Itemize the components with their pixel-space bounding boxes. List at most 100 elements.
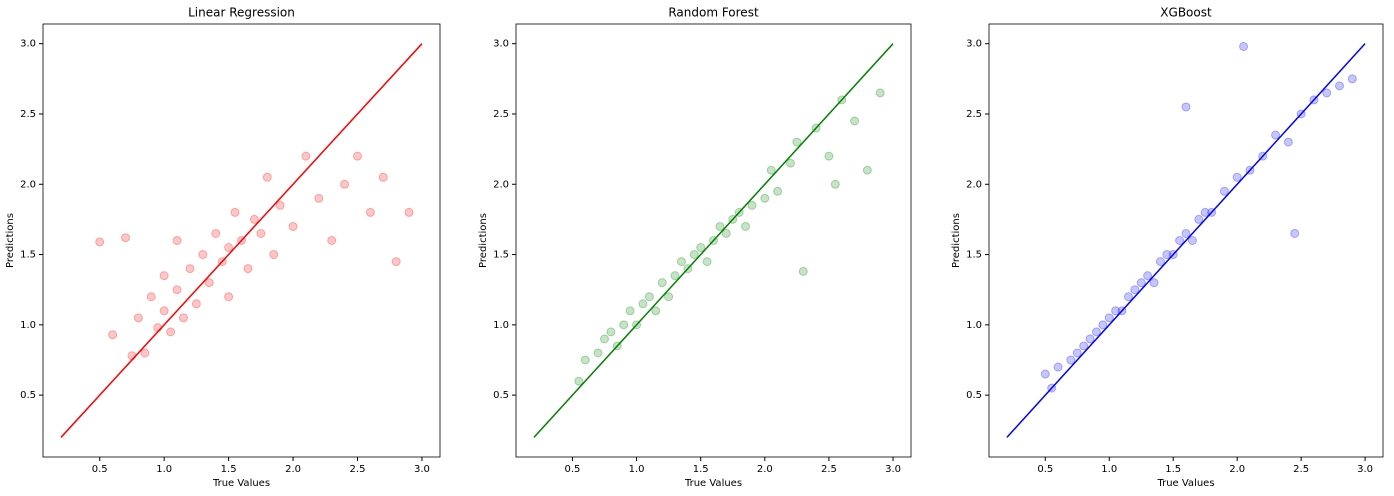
point — [1335, 81, 1345, 91]
x-axis-label: True Values — [684, 478, 742, 489]
point — [1143, 271, 1153, 281]
point — [747, 200, 757, 210]
point — [1149, 278, 1159, 288]
point — [327, 236, 337, 245]
point — [1271, 130, 1281, 140]
x-tick-label: 2.5 — [350, 464, 366, 475]
point — [741, 221, 751, 231]
point — [1053, 362, 1063, 372]
point — [256, 228, 266, 238]
point — [404, 207, 414, 217]
point — [580, 355, 590, 365]
x-tick-label: 2.5 — [1293, 464, 1309, 475]
point — [850, 116, 860, 126]
y-tick-label: 1.5 — [493, 250, 509, 261]
point — [599, 334, 609, 344]
point — [696, 243, 706, 253]
subplot: Random Forest 0.5 1.0 1.5 2.0 2.5 3.0 0.5 1.0 1.5… — [478, 6, 912, 489]
point — [340, 179, 350, 189]
y-axis-label: Predictions — [5, 213, 16, 268]
point — [1283, 137, 1293, 147]
x-tick-label: 2.0 — [285, 464, 301, 475]
point — [1219, 186, 1229, 196]
point — [159, 306, 169, 316]
point — [365, 207, 375, 217]
x-tick-label: 2.0 — [1229, 464, 1245, 475]
point — [689, 250, 699, 260]
point — [773, 186, 783, 196]
point — [606, 327, 616, 337]
point — [1239, 41, 1249, 51]
y-tick-label: 0.5 — [20, 390, 36, 401]
x-tick-label: 0.5 — [564, 464, 580, 475]
point — [140, 348, 150, 358]
point — [830, 179, 840, 189]
point — [1194, 214, 1204, 224]
point — [593, 348, 603, 358]
point — [243, 264, 253, 274]
point — [862, 165, 872, 175]
point — [314, 193, 324, 203]
point — [664, 292, 674, 302]
subplot-title: Random Forest — [668, 6, 759, 20]
x-tick-label: 3.0 — [1357, 464, 1373, 475]
x-tick-label: 1.5 — [1165, 464, 1181, 475]
y-tick-label: 3.0 — [966, 39, 982, 50]
y-tick-label: 0.5 — [493, 390, 509, 401]
point — [1136, 278, 1146, 288]
point — [95, 237, 105, 247]
point — [1098, 320, 1108, 330]
x-tick-label: 3.0 — [414, 464, 430, 475]
point — [875, 88, 885, 98]
point — [1066, 355, 1076, 365]
point — [1079, 341, 1089, 351]
point — [120, 233, 130, 243]
point — [178, 313, 188, 323]
point — [153, 323, 163, 333]
point — [275, 200, 285, 210]
point — [1181, 102, 1191, 112]
point — [1175, 236, 1185, 245]
y-tick-label: 1.5 — [966, 250, 982, 261]
point — [1290, 228, 1300, 238]
y-tick-label: 2.0 — [20, 179, 36, 190]
point — [574, 376, 584, 386]
y-tick-label: 0.5 — [966, 390, 982, 401]
point — [1162, 250, 1172, 260]
point — [644, 292, 654, 302]
axes-frame — [42, 23, 441, 458]
x-tick-label: 0.5 — [1037, 464, 1053, 475]
y-tick-label: 2.0 — [966, 179, 982, 190]
point — [824, 151, 834, 161]
y-tick-label: 3.0 — [20, 39, 36, 50]
point — [1130, 285, 1140, 295]
point — [676, 257, 686, 267]
x-tick-label: 1.0 — [156, 464, 172, 475]
point — [792, 137, 802, 147]
point — [172, 285, 182, 295]
axes-frame — [988, 23, 1384, 458]
point — [1187, 236, 1197, 245]
diagonal-line — [1006, 43, 1366, 438]
y-tick-label: 1.5 — [20, 250, 36, 261]
x-tick-label: 3.0 — [885, 464, 901, 475]
y-axis-label: Predictions — [478, 213, 489, 268]
point — [133, 313, 143, 323]
x-tick-label: 0.5 — [92, 464, 108, 475]
x-axis-label: True Values — [1156, 478, 1214, 489]
point — [766, 165, 776, 175]
y-tick-label: 2.5 — [493, 109, 509, 120]
subplot: XGBoost 0.5 1.0 1.5 2.0 2.5 3.0 0.5 1.0 1.5 2.0 2.5… — [951, 6, 1384, 489]
point — [166, 327, 176, 337]
diagonal-line — [533, 43, 894, 438]
point — [721, 228, 731, 238]
point — [146, 292, 156, 302]
point — [1200, 207, 1210, 217]
point — [702, 257, 712, 267]
point — [249, 214, 259, 224]
point — [204, 278, 214, 288]
y-tick-label: 2.0 — [493, 179, 509, 190]
point — [391, 257, 401, 267]
point — [1072, 348, 1082, 358]
point — [1322, 88, 1332, 98]
